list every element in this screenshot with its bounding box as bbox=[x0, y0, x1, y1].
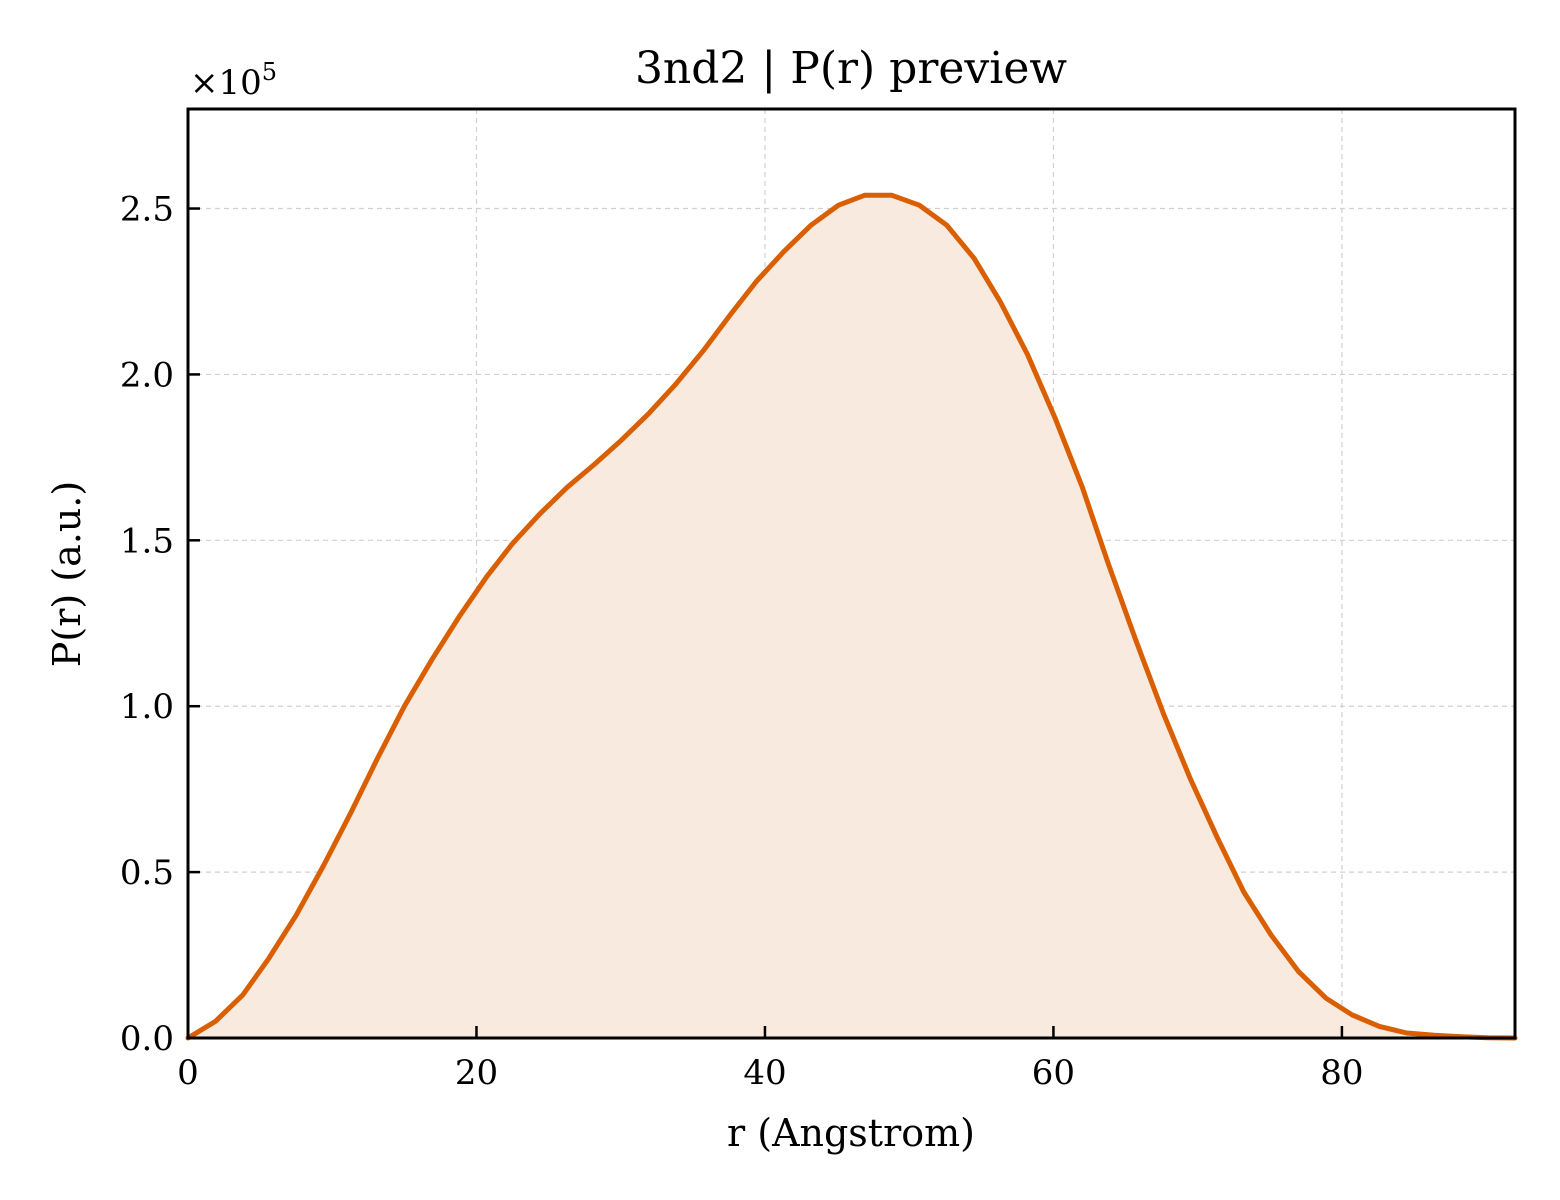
x-tick-label: 80 bbox=[1320, 1053, 1363, 1093]
chart-title: 3nd2 | P(r) preview bbox=[635, 43, 1067, 94]
y-tick-label: 1.5 bbox=[120, 521, 174, 561]
x-tick-label: 0 bbox=[177, 1053, 199, 1093]
y-tick-label: 1.0 bbox=[120, 687, 174, 727]
y-axis-label: P(r) (a.u.) bbox=[45, 481, 89, 667]
y-axis-multiplier: ×105 bbox=[190, 58, 277, 103]
plot-series bbox=[185, 192, 1518, 1041]
y-multiplier-base: ×10 bbox=[190, 63, 262, 103]
series-area-fill bbox=[188, 195, 1515, 1039]
x-axis-label: r (Angstrom) bbox=[727, 1111, 975, 1155]
y-tick-label: 0.0 bbox=[120, 1019, 174, 1059]
y-multiplier-exponent: 5 bbox=[262, 58, 277, 86]
plot-frame bbox=[186, 107, 1517, 1040]
axis-ticks: 0 20 40 60 80 0.0 0.5 1.0 1.5 2.0 2.5 bbox=[120, 190, 1364, 1093]
x-tick-label: 60 bbox=[1032, 1053, 1075, 1093]
x-tick-label: 20 bbox=[455, 1053, 498, 1093]
y-tick-label: 2.0 bbox=[120, 355, 174, 395]
series-line bbox=[185, 192, 1518, 1041]
y-tick-label: 2.5 bbox=[120, 190, 174, 230]
y-tick-label: 0.5 bbox=[120, 853, 174, 893]
x-tick-label: 40 bbox=[743, 1053, 786, 1093]
